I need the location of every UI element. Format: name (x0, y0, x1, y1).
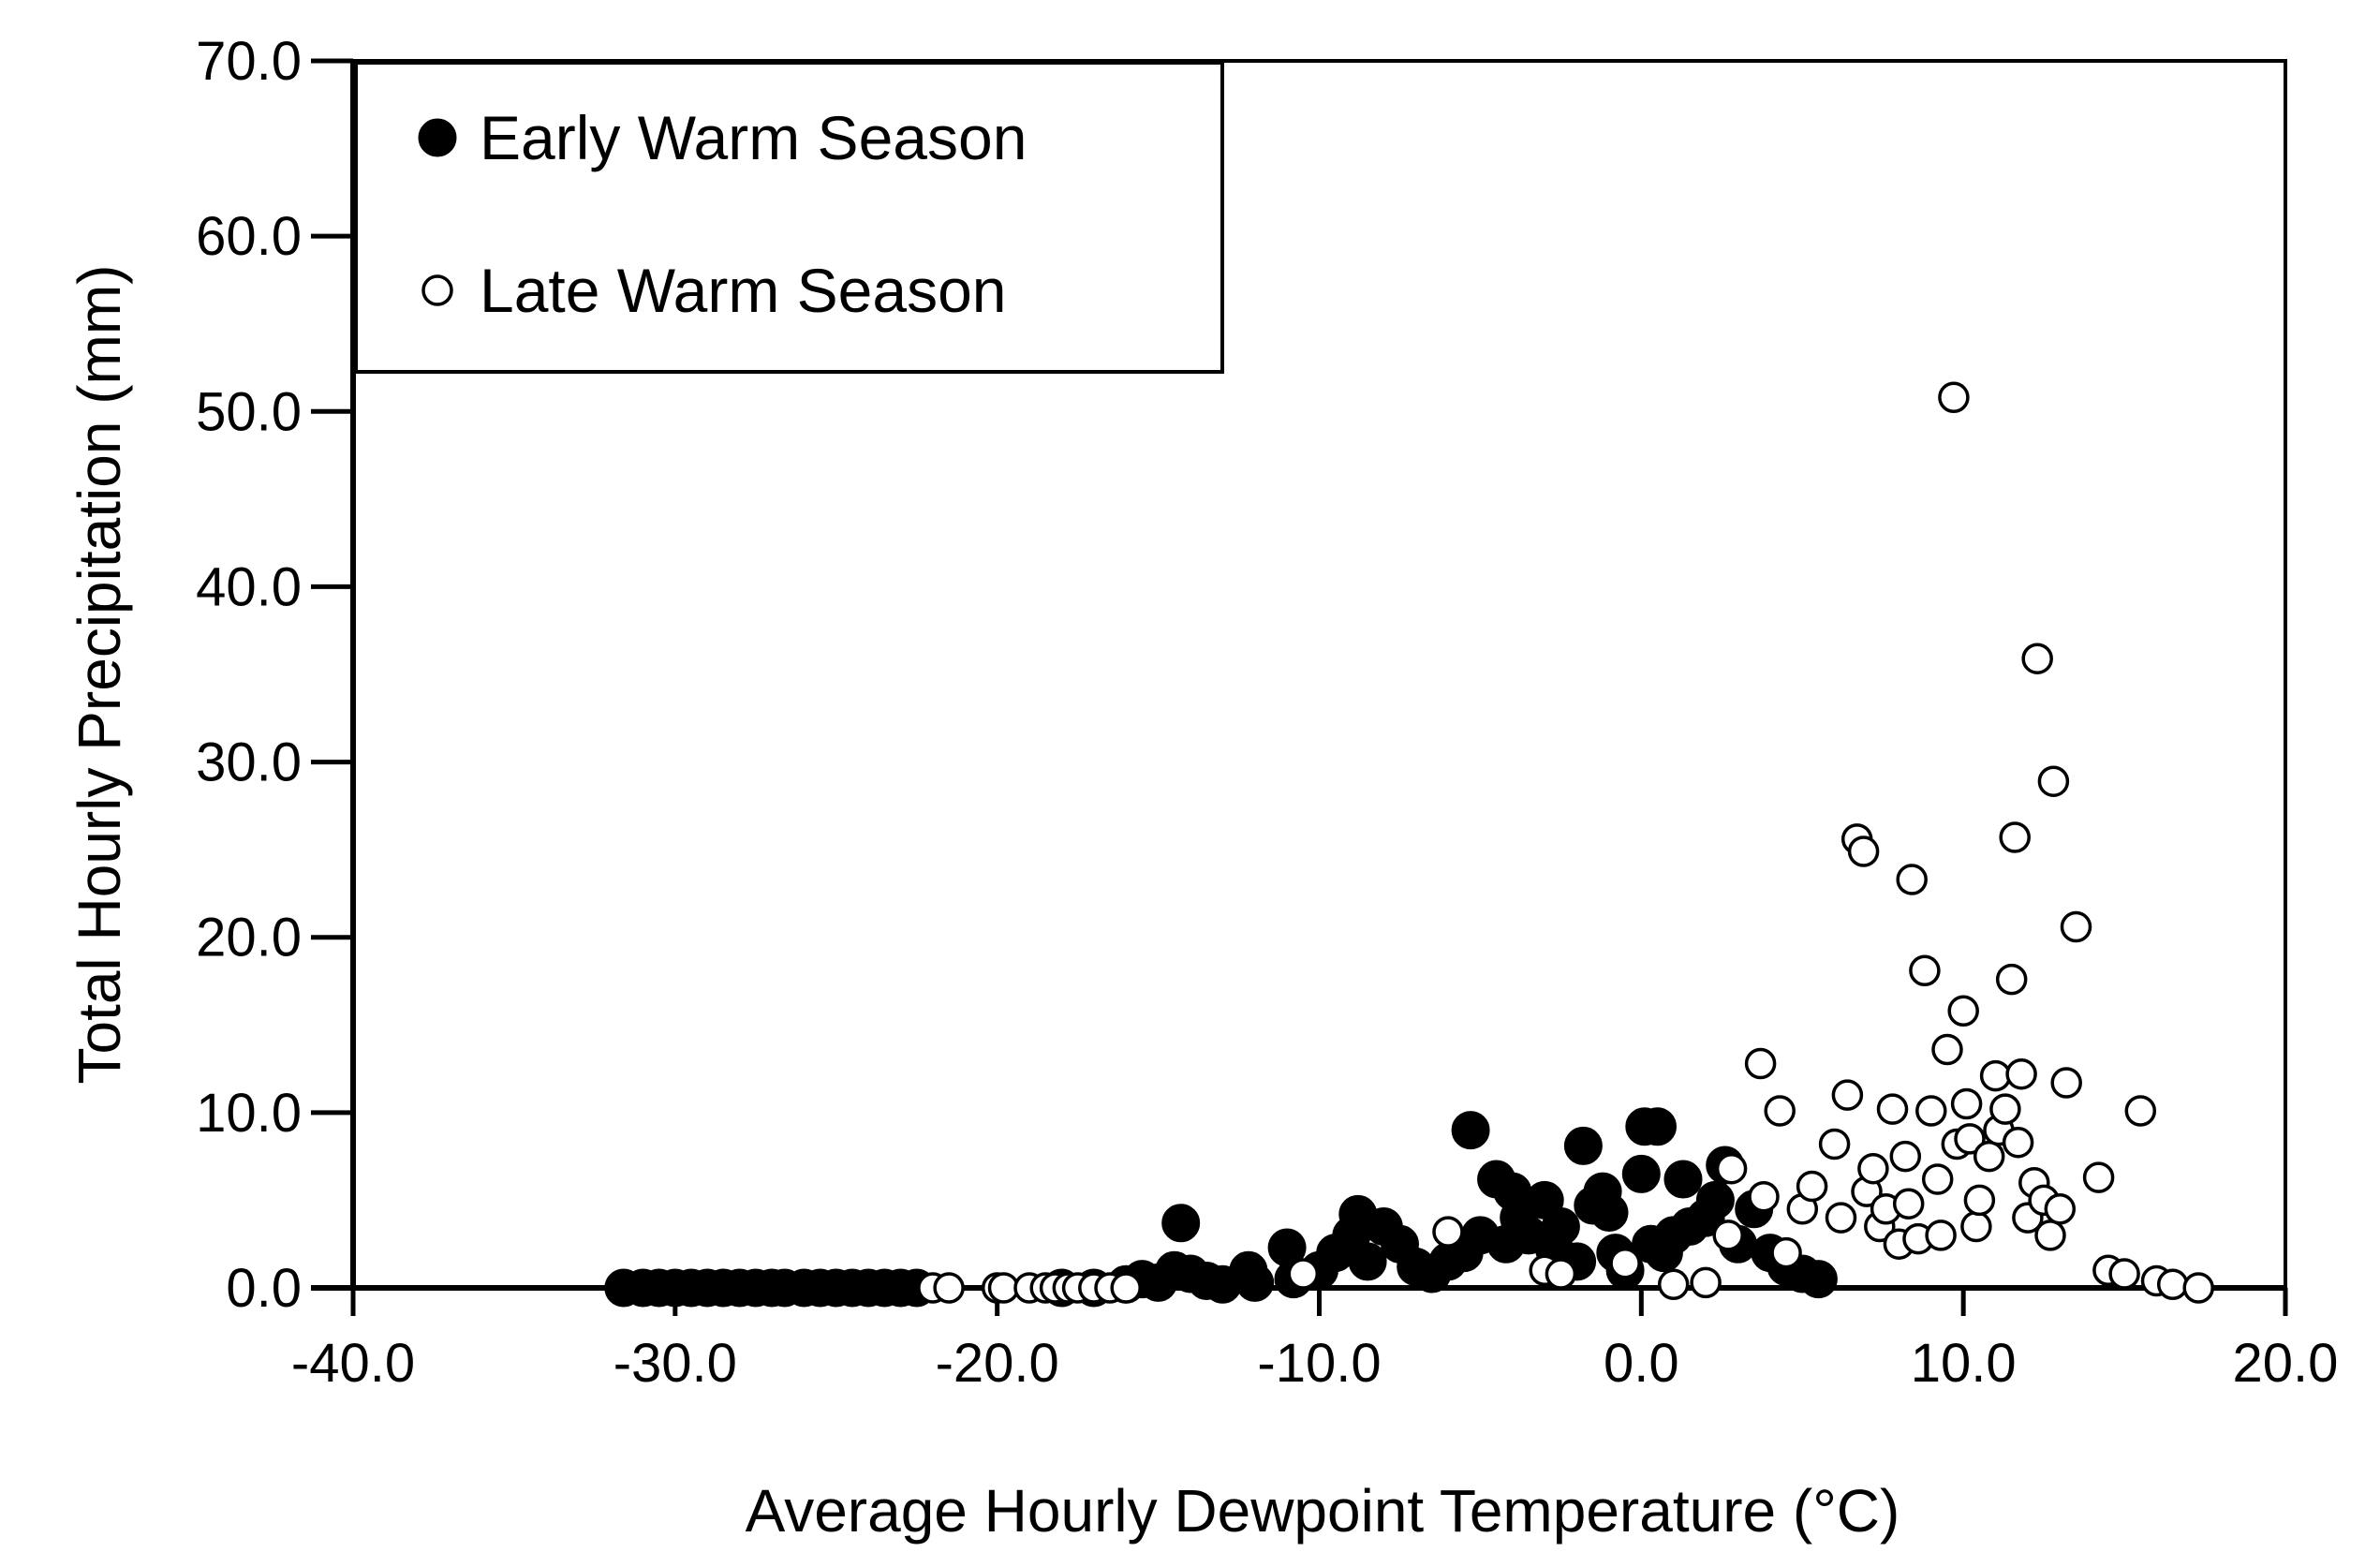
early-point-70 (1695, 1180, 1735, 1220)
late-point-55 (1979, 1059, 2012, 1092)
x-axis-title: Average Hourly Dewpoint Temperature (°C) (746, 1477, 1900, 1545)
late-point-51 (1954, 1123, 1986, 1155)
late-point-3 (987, 1272, 1020, 1304)
late-point-24 (1770, 1236, 1802, 1269)
legend-marker-early (418, 118, 457, 157)
legend-marker-late (421, 274, 453, 306)
legend: Early Warm Season Late Warm Season (354, 61, 1224, 374)
y-tick-label-2: 20.0 (196, 908, 302, 968)
legend-box (354, 61, 1224, 374)
late-point-11 (1110, 1272, 1142, 1304)
late-point-71 (2082, 1161, 2115, 1193)
late-point-64 (2021, 643, 2053, 674)
x-tick-label-6: 20.0 (2233, 1333, 2339, 1394)
y-tick-label-7: 70.0 (196, 31, 302, 92)
y-axis-title: Total Hourly Precipitation (mm) (66, 265, 133, 1085)
late-point-38 (1889, 1140, 1922, 1173)
late-point-68 (2044, 1193, 2077, 1225)
late-point-19 (1715, 1152, 1748, 1185)
early-point-53 (1541, 1207, 1580, 1246)
late-point-39 (1892, 1188, 1925, 1220)
late-point-70 (2060, 910, 2092, 943)
late-point-49 (1947, 995, 1979, 1027)
late-point-29 (1831, 1079, 1864, 1111)
late-point-23 (1764, 1095, 1796, 1127)
late-warm-season-points (917, 381, 2214, 1304)
late-point-17 (1657, 1268, 1690, 1301)
early-point-64 (1638, 1107, 1677, 1146)
late-point-59 (1999, 821, 2031, 853)
late-point-33 (1857, 1152, 1889, 1185)
late-point-54 (1973, 1140, 2005, 1173)
late-point-16 (1609, 1248, 1641, 1279)
late-point-36 (1876, 1093, 1909, 1125)
early-point-25 (1161, 1204, 1201, 1243)
late-point-76 (2156, 1268, 2189, 1301)
y-tick-label-6: 60.0 (196, 206, 302, 267)
late-point-69 (2050, 1067, 2082, 1099)
late-point-66 (2034, 1220, 2066, 1251)
late-point-44 (1921, 1163, 1954, 1195)
early-point-44 (1451, 1111, 1490, 1150)
early-point-58 (1589, 1193, 1629, 1232)
late-point-61 (2005, 1057, 2037, 1090)
late-point-50 (1950, 1087, 1983, 1120)
y-tick-label-3: 30.0 (196, 732, 302, 793)
x-tick-label-0: -40.0 (291, 1333, 415, 1394)
y-tick-label-4: 40.0 (196, 556, 302, 617)
late-point-46 (1931, 1033, 1963, 1066)
y-tick-label-5: 50.0 (196, 381, 302, 442)
late-point-31 (1847, 835, 1880, 867)
late-point-21 (1744, 1047, 1777, 1080)
late-point-42 (1909, 954, 1941, 987)
late-point-13 (1432, 1216, 1464, 1248)
late-point-15 (1545, 1258, 1577, 1290)
late-point-40 (1896, 864, 1928, 895)
early-point-77 (1798, 1260, 1838, 1299)
x-axis-ticks: -40.0 -30.0 -20.0 -10.0 0.0 10.0 20.0 (291, 1288, 2339, 1394)
late-point-28 (1825, 1202, 1857, 1234)
early-point-30 (1235, 1263, 1275, 1302)
late-point-67 (2037, 765, 2070, 797)
late-point-73 (2108, 1258, 2140, 1290)
x-tick-label-4: 0.0 (1604, 1333, 1679, 1394)
late-point-20 (1712, 1220, 1744, 1251)
early-warm-season-points (604, 1107, 1838, 1308)
late-point-18 (1690, 1266, 1722, 1299)
x-tick-label-1: -30.0 (613, 1333, 737, 1394)
late-point-53 (1963, 1184, 1996, 1217)
early-point-67 (1663, 1160, 1703, 1199)
early-point-55 (1563, 1126, 1603, 1165)
late-point-22 (1748, 1180, 1780, 1213)
legend-label-late: Late Warm Season (480, 256, 1006, 325)
late-point-45 (1925, 1220, 1957, 1251)
late-point-43 (1915, 1095, 1947, 1127)
early-point-37 (1348, 1242, 1387, 1281)
y-tick-label-1: 10.0 (196, 1083, 302, 1144)
late-point-74 (2124, 1095, 2157, 1127)
late-point-77 (2182, 1272, 2214, 1304)
late-point-52 (1960, 1210, 1992, 1243)
late-point-27 (1818, 1128, 1851, 1160)
x-tick-label-3: -10.0 (1257, 1333, 1381, 1394)
x-tick-label-2: -20.0 (936, 1333, 1059, 1394)
late-point-12 (1287, 1258, 1320, 1290)
legend-label-early: Early Warm Season (480, 103, 1027, 172)
y-axis-ticks: 0.0 10.0 20.0 30.0 40.0 50.0 60.0 70.0 (196, 31, 353, 1319)
late-point-47 (1938, 381, 1970, 414)
late-point-57 (1989, 1093, 2021, 1125)
early-point-61 (1621, 1154, 1661, 1193)
y-tick-label-0: 0.0 (226, 1258, 302, 1319)
late-point-26 (1796, 1170, 1828, 1203)
x-tick-label-5: 10.0 (1911, 1333, 2017, 1394)
late-point-58 (1995, 963, 2028, 996)
late-point-1 (933, 1272, 965, 1304)
late-point-60 (2002, 1126, 2034, 1159)
